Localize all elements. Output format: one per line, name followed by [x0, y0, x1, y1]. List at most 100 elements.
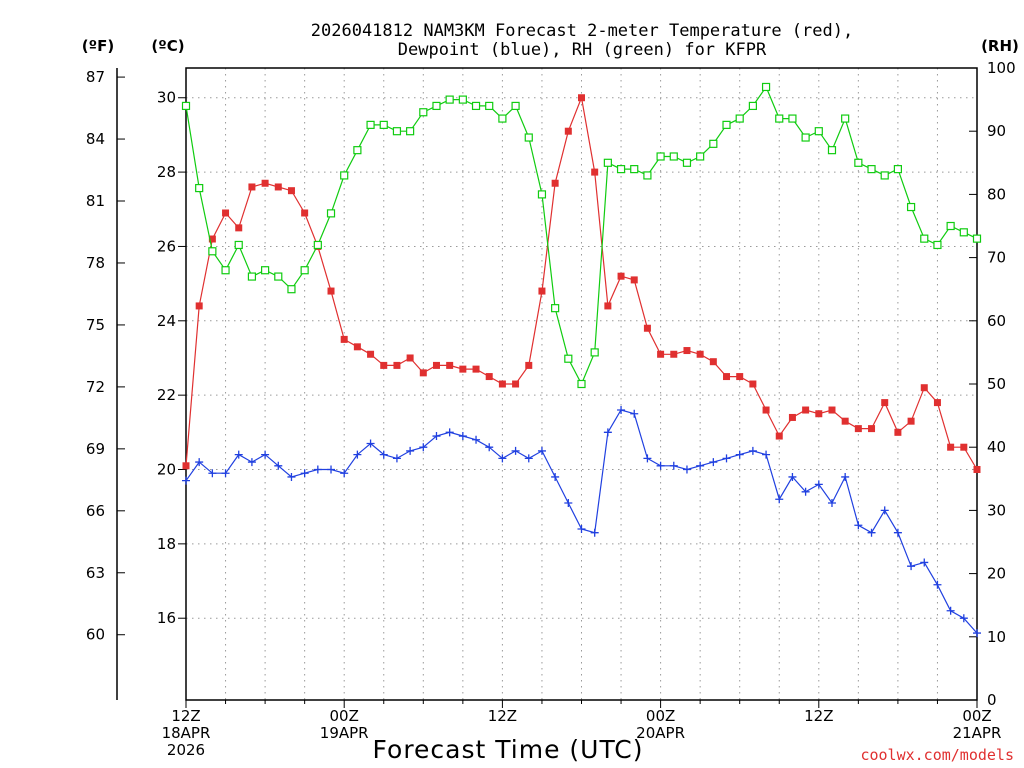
temperature-point	[512, 380, 520, 388]
dewpoint-point	[630, 409, 639, 418]
fahrenheit-tick-label: 78	[86, 254, 105, 272]
rh-point	[906, 202, 916, 212]
dewpoint-point	[722, 454, 731, 463]
rh-point	[419, 108, 428, 117]
temperature-point	[683, 347, 691, 355]
dewpoint-point	[669, 461, 678, 470]
x-tick-label: 00Z	[962, 707, 991, 725]
temperature-point	[446, 361, 454, 369]
dewpoint-point	[590, 528, 599, 537]
rh-point	[340, 171, 349, 180]
temperature-point	[485, 373, 493, 381]
dewpoint-point	[814, 480, 823, 489]
rh-point	[392, 127, 402, 136]
rh-point	[814, 127, 823, 136]
rh-point	[458, 95, 467, 104]
dewpoint-point	[353, 450, 362, 459]
dewpoint-point	[195, 458, 204, 467]
temperature-point	[973, 466, 981, 474]
dewpoint-point	[485, 443, 494, 452]
temperature-point	[551, 179, 559, 187]
rh-point	[630, 165, 639, 174]
rh-point	[485, 101, 494, 111]
rh-point	[313, 240, 322, 250]
dewpoint-point	[445, 428, 454, 437]
temperature-point	[340, 335, 348, 343]
fahrenheit-tick-label: 69	[86, 440, 105, 458]
rh-point	[761, 82, 771, 92]
rh-tick-label: 20	[987, 565, 1006, 583]
dewpoint-point	[287, 472, 296, 481]
chart-title-line1: 2026041812 NAM3KM Forecast 2-meter Tempe…	[311, 21, 853, 41]
temperature-point	[828, 406, 836, 414]
temperature-point	[222, 209, 230, 217]
temperature-point	[802, 406, 810, 414]
dewpoint-point	[274, 461, 283, 470]
temperature-point	[775, 432, 783, 440]
rh-point	[603, 158, 612, 167]
temperature-point	[854, 425, 862, 433]
rh-point	[234, 240, 243, 250]
temperature-point	[367, 350, 375, 358]
temperature-point	[960, 443, 968, 451]
temperature-point	[406, 354, 414, 362]
rh-point	[775, 114, 784, 123]
temperature-point	[195, 302, 203, 310]
dewpoint-point	[247, 458, 256, 467]
temperature-point	[907, 417, 915, 425]
temperature-point	[208, 235, 216, 243]
temperature-point	[287, 187, 295, 195]
rh-point	[379, 120, 388, 129]
dewpoint-point	[564, 498, 573, 507]
fahrenheit-tick-label: 63	[86, 564, 105, 582]
temperature-point	[868, 425, 876, 433]
temperature-point	[894, 428, 902, 436]
temperature-point	[920, 384, 928, 392]
temperature-point	[327, 287, 335, 295]
dewpoint-point	[524, 454, 533, 463]
temperature-point	[538, 287, 546, 295]
temperature-point	[235, 224, 243, 232]
credit-text: coolwx.com/models	[860, 746, 1014, 764]
rh-point	[406, 127, 415, 136]
rh-point	[682, 158, 692, 167]
series-layer	[181, 82, 982, 638]
dewpoint-point	[735, 450, 744, 459]
rh-point	[590, 348, 599, 357]
temperature-point	[630, 276, 638, 284]
celsius-tick-label: 30	[157, 89, 176, 107]
temperature-point	[248, 183, 256, 191]
rh-point	[195, 183, 204, 193]
temperature-point	[841, 417, 849, 425]
fahrenheit-tick-label: 72	[86, 378, 105, 396]
dewpoint-point	[959, 614, 968, 623]
temperature-point	[788, 413, 796, 421]
rh-point	[511, 101, 520, 111]
rh-tick-label: 60	[987, 312, 1006, 330]
dewpoint-point	[682, 465, 691, 474]
dewpoint-point	[867, 528, 876, 537]
temperature-point	[525, 361, 533, 369]
dewpoint-point	[458, 432, 467, 441]
temperature-point	[815, 410, 823, 418]
chart-title-line2: Dewpoint (blue), RH (green) for KFPR	[398, 40, 767, 60]
rh-point	[709, 139, 718, 148]
rh-point	[827, 146, 837, 155]
fahrenheit-tick-label: 87	[86, 68, 105, 86]
dewpoint-point	[603, 428, 612, 437]
rh-point	[181, 101, 191, 111]
temperature-point	[419, 369, 427, 377]
x-tick-label: 19APR	[320, 724, 369, 742]
rh-point	[656, 152, 665, 161]
celsius-tick-label: 26	[157, 237, 176, 255]
temperature-point	[670, 350, 678, 358]
rh-tick-label: 100	[987, 59, 1016, 77]
temperature-point	[709, 358, 717, 366]
dewpoint-point	[656, 461, 665, 470]
dewpoint-point	[841, 472, 850, 481]
dewpoint-point	[617, 406, 626, 415]
rh-point	[300, 266, 309, 275]
rh-point	[722, 120, 731, 129]
temperature-point	[947, 443, 955, 451]
temperature-point	[182, 462, 190, 470]
